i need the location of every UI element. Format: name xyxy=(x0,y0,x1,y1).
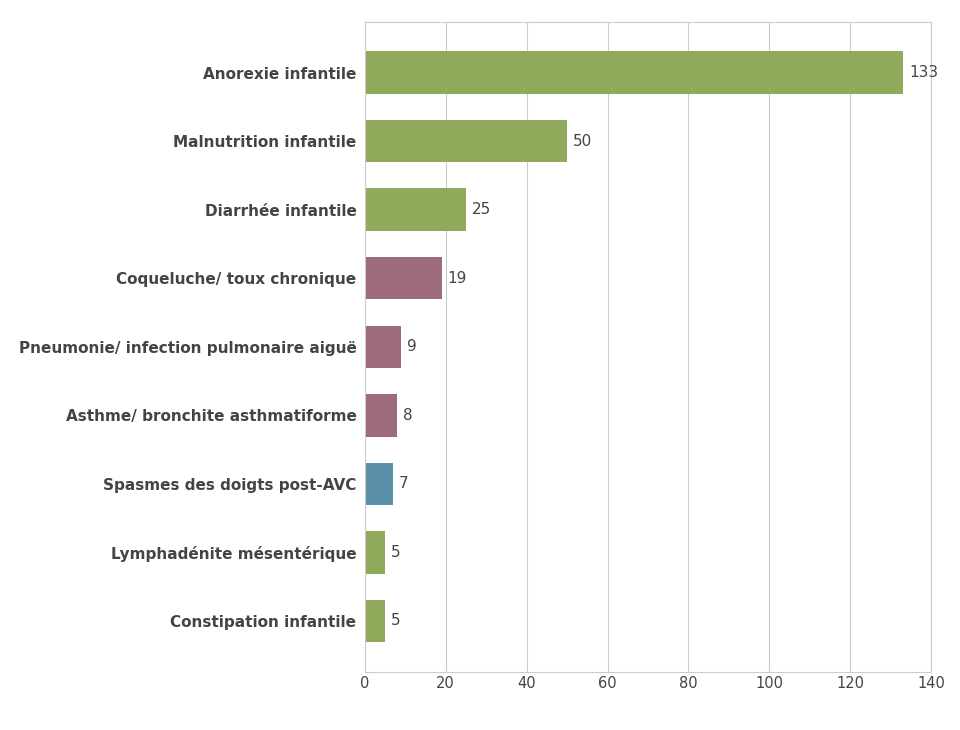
Text: 5: 5 xyxy=(391,613,400,629)
Text: 7: 7 xyxy=(399,476,409,491)
Bar xyxy=(365,463,394,505)
Text: 50: 50 xyxy=(573,134,592,149)
Bar xyxy=(365,257,442,299)
Text: 133: 133 xyxy=(909,65,938,80)
Bar xyxy=(365,326,401,368)
Text: 5: 5 xyxy=(391,545,400,560)
Text: 19: 19 xyxy=(447,271,468,285)
Bar xyxy=(365,188,466,231)
Bar xyxy=(365,394,397,437)
Bar xyxy=(365,120,567,163)
Text: 25: 25 xyxy=(472,202,492,218)
Text: 8: 8 xyxy=(403,408,413,423)
Bar xyxy=(365,51,902,94)
Bar xyxy=(365,599,385,642)
Bar xyxy=(365,531,385,574)
Text: 9: 9 xyxy=(407,339,417,354)
